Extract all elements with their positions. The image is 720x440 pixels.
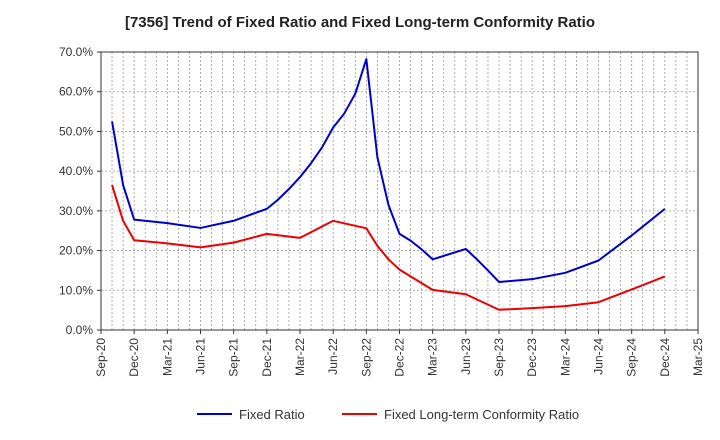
x-tick-label: Mar-25 xyxy=(691,338,705,376)
y-tick-label: 70.0% xyxy=(59,45,93,59)
x-tick-label: Dec-22 xyxy=(393,338,407,377)
y-tick-label: 20.0% xyxy=(59,244,93,258)
legend-label-1: Fixed Long-term Conformity Ratio xyxy=(384,407,579,422)
x-tick-label: Jun-24 xyxy=(592,338,606,375)
chart-title: [7356] Trend of Fixed Ratio and Fixed Lo… xyxy=(124,14,596,31)
x-tick-label: Mar-23 xyxy=(426,338,440,376)
y-tick-label: 10.0% xyxy=(59,283,93,297)
x-tick-label: Dec-21 xyxy=(260,338,274,377)
x-tick-label: Dec-24 xyxy=(658,338,672,377)
y-tick-label: 0.0% xyxy=(66,323,94,337)
x-tick-label: Mar-21 xyxy=(160,338,174,376)
x-tick-label: Dec-23 xyxy=(525,338,539,377)
x-tick-label: Mar-22 xyxy=(293,338,307,376)
legend-label-0: Fixed Ratio xyxy=(239,407,305,422)
x-tick-label: Sep-24 xyxy=(625,338,639,377)
y-tick-label: 30.0% xyxy=(59,204,93,218)
x-tick-label: Sep-23 xyxy=(492,338,506,377)
series-line-0 xyxy=(111,58,666,283)
y-tick-label: 40.0% xyxy=(59,164,93,178)
x-tick-label: Dec-20 xyxy=(127,338,141,377)
y-tick-label: 50.0% xyxy=(59,124,93,138)
x-tick-label: Jun-23 xyxy=(459,338,473,375)
x-tick-label: Sep-22 xyxy=(359,338,373,377)
x-tick-label: Jun-22 xyxy=(326,338,340,375)
x-tick-label: Sep-20 xyxy=(94,338,108,377)
x-tick-label: Mar-24 xyxy=(558,338,572,376)
x-tick-label: Jun-21 xyxy=(194,338,208,375)
y-tick-label: 60.0% xyxy=(59,85,93,99)
x-tick-label: Sep-21 xyxy=(227,338,241,377)
series-line-1 xyxy=(111,184,666,311)
